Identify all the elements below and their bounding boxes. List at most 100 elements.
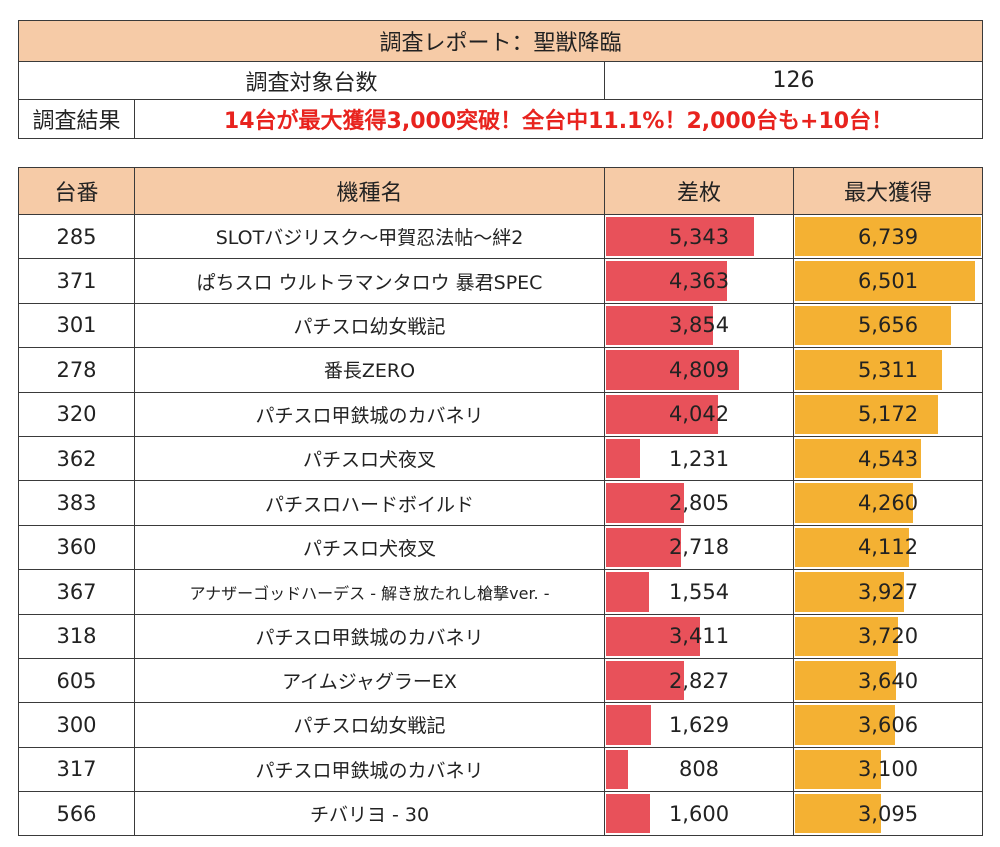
difference-bar (606, 572, 649, 612)
max-gain-cell: 4,543 (793, 435, 983, 482)
machine-number: 318 (18, 613, 135, 659)
title-row: 調査レポート：聖獣降臨 (17, 20, 984, 62)
max-gain-bar (795, 350, 942, 390)
machine-name: チバリヨ - 30 (134, 791, 605, 837)
machine-number: 301 (18, 302, 135, 349)
target-count-value: 126 (603, 61, 984, 100)
max-gain-cell: 6,739 (793, 213, 983, 260)
header-row: 台番 機種名 差枚 最大獲得 (18, 167, 983, 215)
max-gain-value: 3,606 (857, 712, 919, 737)
machine-name: アイムジャグラーEX (134, 657, 605, 704)
difference-value: 1,554 (668, 579, 730, 604)
difference-cell: 1,554 (604, 569, 794, 615)
difference-bar (606, 394, 718, 434)
difference-bar (606, 261, 727, 301)
machine-name: パチスロ甲鉄城のカバネリ (134, 613, 605, 659)
difference-value: 2,718 (668, 535, 730, 560)
difference-value: 3,411 (668, 624, 730, 649)
result-row: 調査結果 14台が最大獲得3,000突破！全台中11.1%！2,000台も+10… (18, 99, 984, 139)
max-gain-value: 5,172 (857, 402, 919, 427)
difference-value: 1,629 (668, 712, 730, 737)
machine-name: パチスロハードボイルド (134, 480, 605, 526)
table-row: 285 SLOTバジリスク～甲賀忍法帖～絆2 5,343 6,739 (18, 213, 983, 260)
max-gain-cell: 3,720 (793, 613, 983, 659)
max-gain-bar (795, 616, 898, 656)
machine-number: 367 (18, 569, 135, 615)
difference-bar (606, 794, 651, 834)
machine-number: 566 (18, 791, 135, 837)
difference-bar (606, 705, 652, 745)
difference-bar (606, 616, 701, 656)
machine-number: 360 (18, 524, 135, 571)
machine-number: 371 (18, 258, 135, 304)
max-gain-bar (795, 217, 982, 257)
max-gain-value: 4,260 (857, 491, 919, 516)
difference-cell: 2,718 (604, 524, 794, 571)
difference-cell: 5,343 (604, 213, 794, 260)
target-count-row: 調査対象台数 126 (18, 61, 984, 100)
max-gain-bar (795, 483, 913, 523)
max-gain-value: 6,739 (857, 224, 919, 249)
machine-name: SLOTバジリスク～甲賀忍法帖～絆2 (134, 213, 605, 260)
table-row: 367 アナザーゴッドハーデス - 解き放たれし槍撃ver. - 1,554 3,92… (18, 569, 983, 615)
table-row: 362 パチスロ犬夜叉 1,231 4,543 (18, 435, 983, 482)
difference-bar (606, 483, 684, 523)
report-title: 調査レポート：聖獣降臨 (17, 20, 984, 62)
header-difference: 差枚 (604, 167, 794, 215)
table-row: 605 アイムジャグラーEX 2,827 3,640 (18, 657, 983, 704)
difference-value: 3,854 (668, 313, 730, 338)
max-gain-cell: 3,640 (793, 657, 983, 704)
max-gain-bar (795, 527, 909, 568)
machine-number: 285 (18, 213, 135, 260)
max-gain-value: 4,543 (857, 446, 919, 471)
max-gain-value: 5,311 (857, 357, 919, 382)
ranking-table: 台番 機種名 差枚 最大獲得 285 SLOTバジリスク～甲賀忍法帖～絆2 5,34… (18, 167, 983, 837)
max-gain-value: 3,927 (857, 579, 919, 604)
machine-name: パチスロ犬夜叉 (134, 435, 605, 482)
max-gain-cell: 4,112 (793, 524, 983, 571)
max-gain-cell: 4,260 (793, 480, 983, 526)
difference-cell: 3,854 (604, 302, 794, 349)
header-machine-number: 台番 (18, 167, 135, 215)
difference-cell: 1,231 (604, 435, 794, 482)
max-gain-cell: 3,606 (793, 702, 983, 748)
machine-name: ぱちスロ ウルトラマンタロウ 暴君SPEC (134, 258, 605, 304)
machine-number: 605 (18, 657, 135, 704)
max-gain-cell: 6,501 (793, 258, 983, 304)
machine-name: パチスロ甲鉄城のカバネリ (134, 391, 605, 437)
difference-bar (606, 527, 682, 568)
max-gain-bar (795, 305, 952, 346)
difference-value: 1,600 (668, 801, 730, 826)
table-row: 300 パチスロ幼女戦記 1,629 3,606 (18, 702, 983, 748)
max-gain-value: 3,100 (857, 757, 919, 782)
difference-value: 1,231 (668, 446, 730, 471)
difference-bar (606, 438, 641, 479)
max-gain-value: 3,095 (857, 801, 919, 826)
max-gain-bar (795, 394, 938, 434)
table-row: 301 パチスロ幼女戦記 3,854 5,656 (18, 302, 983, 349)
max-gain-cell: 3,100 (793, 746, 983, 793)
max-gain-bar (795, 794, 881, 834)
result-text: 14台が最大獲得3,000突破！全台中11.1%！2,000台も+10台！ (133, 99, 984, 139)
difference-value: 4,809 (668, 357, 730, 382)
max-gain-value: 3,640 (857, 668, 919, 693)
machine-number: 320 (18, 391, 135, 437)
difference-cell: 1,600 (604, 791, 794, 837)
difference-value: 4,042 (668, 402, 730, 427)
table-row: 278 番長ZERO 4,809 5,311 (18, 347, 983, 393)
max-gain-cell: 5,656 (793, 302, 983, 349)
difference-cell: 808 (604, 746, 794, 793)
table-row: 317 パチスロ甲鉄城のカバネリ 808 3,100 (18, 746, 983, 793)
max-gain-bar (795, 660, 896, 701)
max-gain-value: 4,112 (857, 535, 919, 560)
difference-cell: 4,809 (604, 347, 794, 393)
header-max-gain: 最大獲得 (793, 167, 983, 215)
table-row: 320 パチスロ甲鉄城のカバネリ 4,042 5,172 (18, 391, 983, 437)
difference-value: 4,363 (668, 269, 730, 294)
difference-cell: 4,042 (604, 391, 794, 437)
max-gain-value: 3,720 (857, 624, 919, 649)
max-gain-cell: 5,311 (793, 347, 983, 393)
max-gain-cell: 3,927 (793, 569, 983, 615)
difference-cell: 4,363 (604, 258, 794, 304)
difference-cell: 3,411 (604, 613, 794, 659)
